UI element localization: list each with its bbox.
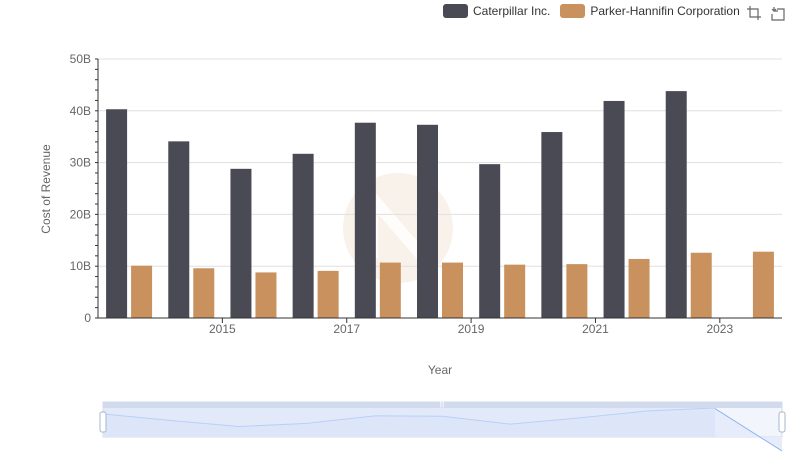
x-axis-title: Year <box>428 363 452 377</box>
slider-grip-icon[interactable]: ||| <box>440 402 445 408</box>
bar-caterpillar-2018[interactable] <box>354 122 376 319</box>
legend-label-caterpillar: Caterpillar Inc. <box>473 4 551 18</box>
x-tick-label: 2023 <box>706 322 733 336</box>
slider-selected-range[interactable] <box>103 408 715 437</box>
y-tick-label: 0 <box>84 311 91 325</box>
bar-parker-2014[interactable] <box>131 265 153 318</box>
y-axis: 0 10B 20B 30B 40B 50B <box>70 52 99 325</box>
bar-caterpillar-2017[interactable] <box>292 153 314 318</box>
bar-parker-2020[interactable] <box>504 264 526 318</box>
slider-top-bar[interactable] <box>103 402 782 408</box>
bar-parker-2017[interactable] <box>317 270 339 318</box>
bar-caterpillar-2021[interactable] <box>541 132 563 318</box>
x-tick-label: 2019 <box>458 322 485 336</box>
bar-parker-2018[interactable] <box>379 262 401 318</box>
bar-parker-2024[interactable] <box>752 251 774 318</box>
y-tick-label: 40B <box>70 104 91 118</box>
y-tick-label: 30B <box>70 156 91 170</box>
data-zoom-slider[interactable]: ||| <box>99 401 786 452</box>
bar-caterpillar-2020[interactable] <box>479 164 501 318</box>
bar-parker-2023[interactable] <box>690 252 712 318</box>
slider-handle-right[interactable] <box>778 411 786 433</box>
zoom-reset-icon[interactable] <box>770 5 786 21</box>
bar-caterpillar-2022[interactable] <box>603 100 625 318</box>
bar-caterpillar-2015[interactable] <box>168 141 190 318</box>
x-tick-label: 2017 <box>333 322 360 336</box>
bar-caterpillar-2014[interactable] <box>106 109 128 318</box>
bar-caterpillar-2023[interactable] <box>665 91 687 318</box>
bar-parker-2019[interactable] <box>442 262 463 318</box>
data-zoom-icon[interactable] <box>746 5 762 21</box>
x-tick-label: 2015 <box>209 322 236 336</box>
legend-item-parker[interactable]: Parker-Hannifin Corporation <box>560 4 740 18</box>
legend-item-caterpillar[interactable]: Caterpillar Inc. <box>443 4 550 18</box>
bar-caterpillar-2016[interactable] <box>230 168 252 318</box>
y-tick-label: 50B <box>70 52 91 66</box>
x-axis: 2015 2017 2019 2021 2023 <box>98 317 782 336</box>
bar-parker-2016[interactable] <box>255 272 277 318</box>
legend: Caterpillar Inc. Parker-Hannifin Corpora… <box>443 4 750 18</box>
bar-caterpillar-2019[interactable] <box>417 124 438 318</box>
bar-parker-2022[interactable] <box>628 258 650 318</box>
y-tick-label: 20B <box>70 207 91 221</box>
legend-swatch-caterpillar <box>443 4 468 18</box>
bars <box>106 91 774 319</box>
legend-label-parker: Parker-Hannifin Corporation <box>590 4 740 18</box>
slider-handle-left[interactable] <box>99 411 107 433</box>
x-tick-label: 2021 <box>582 322 609 336</box>
bar-parker-2021[interactable] <box>566 264 588 318</box>
legend-swatch-parker <box>560 4 586 18</box>
bar-parker-2015[interactable] <box>193 268 215 318</box>
y-tick-label: 10B <box>70 259 91 273</box>
toolbox <box>746 5 786 21</box>
y-axis-title: Cost of Revenue <box>39 144 53 234</box>
